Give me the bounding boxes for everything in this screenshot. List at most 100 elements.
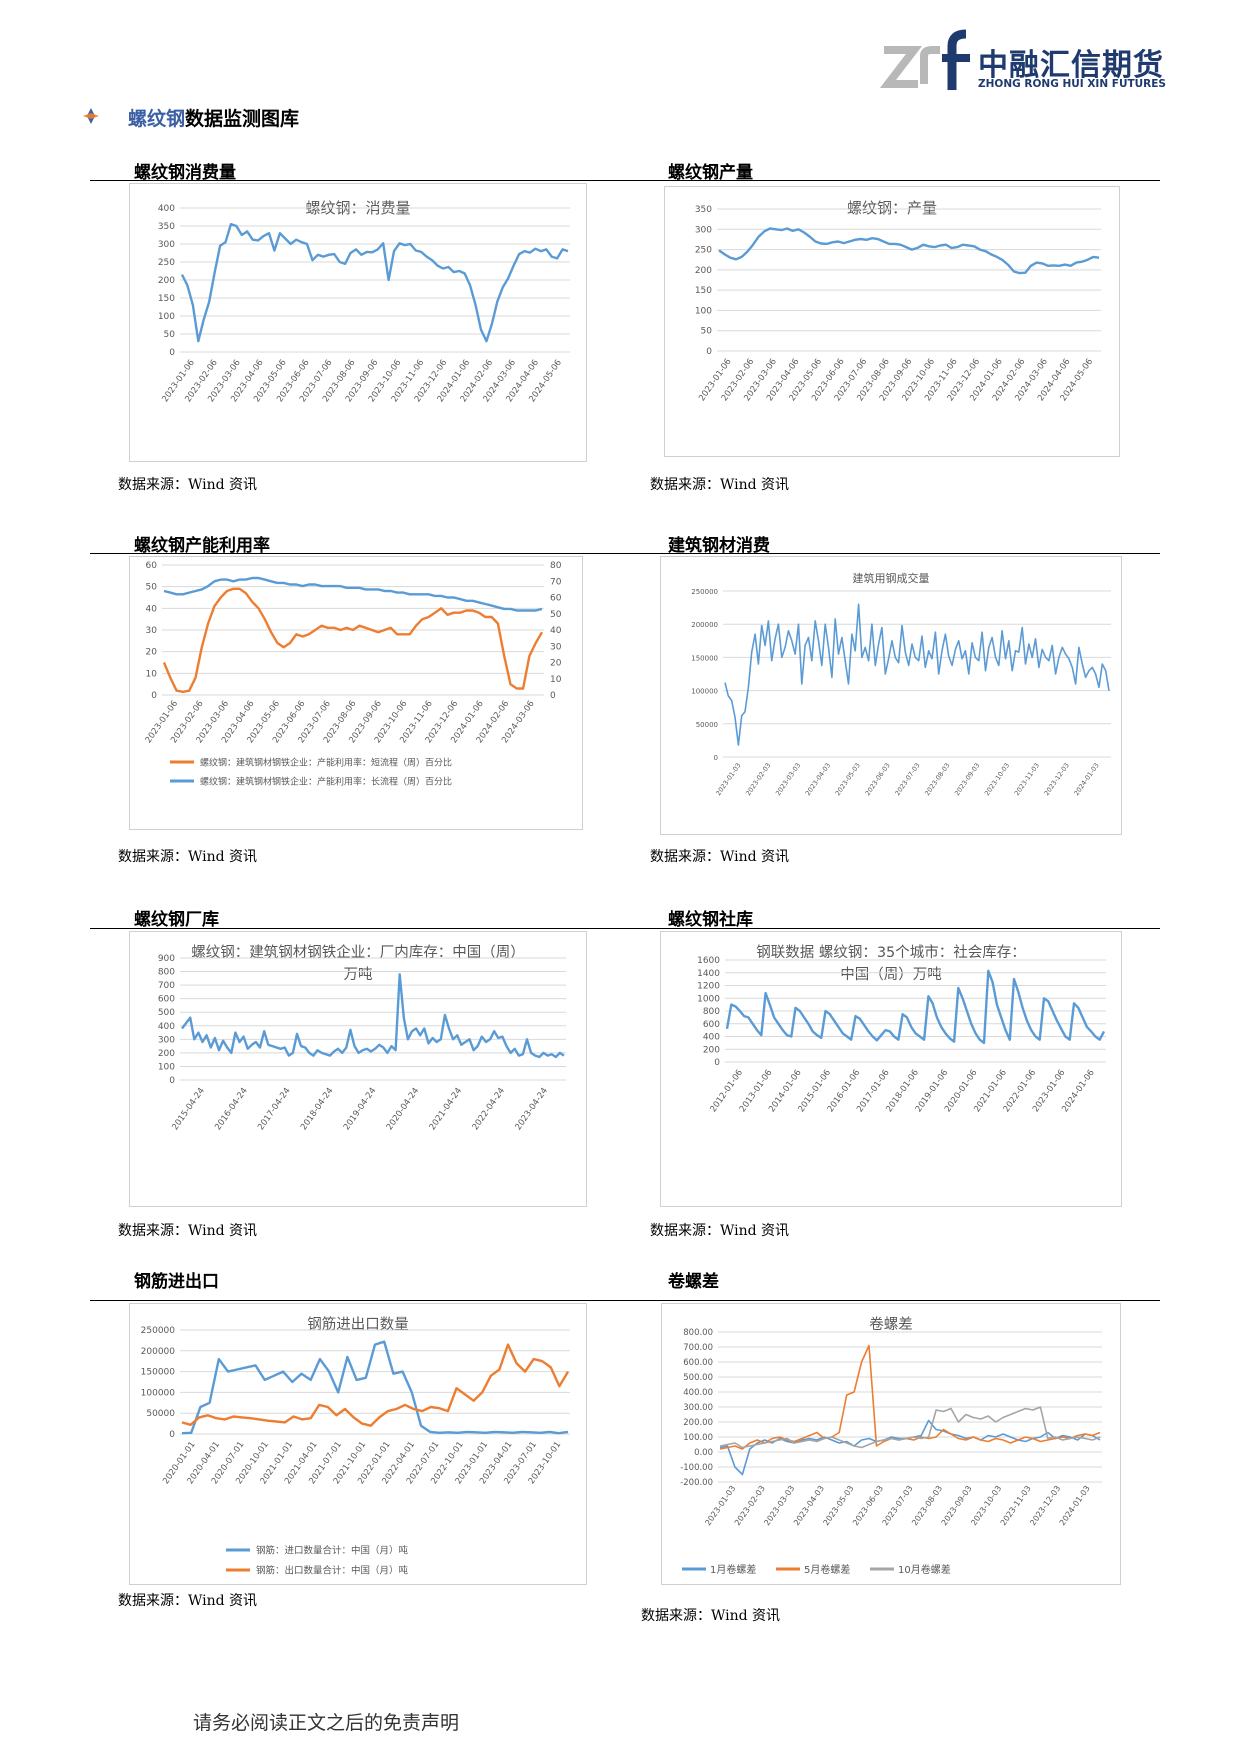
logo-english-name: ZHONG RONG HUI XIN FUTURES bbox=[978, 78, 1166, 90]
y-tick-label: 100 bbox=[158, 312, 175, 322]
series-line bbox=[163, 576, 543, 612]
page-title-highlight: 螺纹钢 bbox=[128, 108, 186, 130]
x-tick-label: 2023-11-03 bbox=[1013, 762, 1041, 798]
disclaimer-footer: 请务必阅读正文之后的免责声明 bbox=[193, 1712, 460, 1734]
x-tick-label: 2020-04-24 bbox=[385, 1086, 422, 1132]
chart-title: 卷螺差 bbox=[869, 1316, 913, 1333]
y-tick-label: 300 bbox=[158, 1035, 175, 1045]
y2-tick-label: 30 bbox=[550, 642, 562, 652]
series-line bbox=[719, 1344, 1101, 1450]
section-title-production: 螺纹钢产量 bbox=[668, 163, 753, 183]
x-tick-label: 2023-08-03 bbox=[923, 762, 951, 798]
chart-title: 钢联数据 螺纹钢：35个城市：社会库存： bbox=[756, 944, 1026, 961]
y-tick-label: 30 bbox=[146, 626, 158, 636]
x-tick-label: 2023-01-03 bbox=[703, 1484, 737, 1527]
y-tick-label: 0 bbox=[714, 754, 718, 762]
y-tick-label: -200.00 bbox=[680, 1478, 713, 1488]
section-title-social-inventory: 螺纹钢社库 bbox=[668, 910, 753, 930]
y2-tick-label: 0 bbox=[550, 691, 556, 701]
x-tick-label: 2023-06-03 bbox=[851, 1484, 885, 1527]
y-tick-label: 400 bbox=[158, 1022, 175, 1032]
data-source: 数据来源：Wind 资讯 bbox=[650, 477, 790, 493]
data-source: 数据来源：Wind 资讯 bbox=[641, 1608, 781, 1624]
y2-tick-label: 60 bbox=[550, 594, 562, 604]
chart-svg: 螺纹钢：建筑钢材钢铁企业：厂内库存：中国（周） 万吨 0 100 200 300 400 50… bbox=[158, 943, 566, 1132]
x-tick-label: 2021-04-24 bbox=[428, 1086, 465, 1132]
chart-svg: 钢联数据 螺纹钢：35个城市：社会库存： 中国（周）万吨 0 200 400 600 800… bbox=[697, 944, 1106, 1114]
series-line bbox=[181, 1343, 570, 1427]
y2-tick-label: 10 bbox=[550, 675, 562, 685]
x-tick-label: 2023-02-03 bbox=[744, 762, 772, 798]
y-tick-label: 500 bbox=[158, 1008, 175, 1018]
chart-title: 建筑用钢成交量 bbox=[853, 571, 930, 585]
diamond-bullet-icon bbox=[83, 108, 99, 124]
legend-label: 螺纹钢：建筑钢材钢铁企业：产能利用率：短流程（周）百分比 bbox=[200, 757, 452, 769]
x-tick-label: 2023-04-03 bbox=[804, 762, 832, 798]
x-tick-label: 2015-04-24 bbox=[170, 1086, 207, 1132]
x-tick-label: 2023-02-03 bbox=[733, 1484, 767, 1527]
x-tick-label: 2023-07-03 bbox=[881, 1484, 915, 1527]
x-tick-label: 2023-07-03 bbox=[893, 762, 921, 798]
y-tick-label: 20 bbox=[146, 648, 158, 658]
y-tick-label: 150000 bbox=[141, 1368, 176, 1378]
x-tick-label: 2019-04-24 bbox=[342, 1086, 379, 1132]
x-tick-label: 2023-04-24 bbox=[513, 1086, 550, 1132]
chart-title: 螺纹钢：建筑钢材钢铁企业：厂内库存：中国（周） bbox=[191, 943, 525, 961]
chart-rebar-production: 螺纹钢：产量 0 50 100 150 200 250 300 350 2023-01-06 202… bbox=[664, 186, 1120, 457]
series-line bbox=[718, 227, 1100, 275]
data-source: 数据来源：Wind 资讯 bbox=[118, 849, 258, 865]
y-tick-label: 800 bbox=[703, 1007, 720, 1017]
series-line bbox=[719, 1419, 1101, 1476]
x-tick-label: 2023-08-03 bbox=[910, 1484, 944, 1527]
y-tick-label: 400 bbox=[158, 204, 175, 214]
x-tick-label: 2022-04-24 bbox=[471, 1086, 508, 1132]
y-tick-label: 300 bbox=[158, 240, 175, 250]
x-tick-label: 2023-10-03 bbox=[969, 1484, 1003, 1527]
y-tick-label: 10 bbox=[146, 669, 158, 679]
y-tick-label: 0 bbox=[706, 347, 712, 357]
chart-svg: 钢筋进出口数量050000100000150000200000250000202… bbox=[141, 1316, 570, 1577]
data-source: 数据来源：Wind 资讯 bbox=[650, 849, 790, 865]
series-line bbox=[181, 973, 565, 1059]
x-tick-label: 2023-12-03 bbox=[1043, 762, 1071, 798]
data-source: 数据来源：Wind 资讯 bbox=[118, 1223, 258, 1239]
y-tick-label: 350 bbox=[695, 205, 712, 215]
y-tick-label: 100 bbox=[695, 306, 712, 316]
y-tick-label: 0 bbox=[169, 348, 175, 358]
x-tick-label: 2023-03-03 bbox=[774, 762, 802, 798]
y-tick-label: 800.00 bbox=[683, 1328, 713, 1338]
series-line bbox=[719, 1406, 1101, 1449]
y2-tick-label: 40 bbox=[550, 626, 562, 636]
y-tick-label: 600 bbox=[158, 995, 175, 1005]
chart-rebar-consumption: 螺纹钢：消费量 0 50 100 150 200 250 300 350 400 2023-01-0… bbox=[129, 183, 587, 462]
y-tick-label: 600.00 bbox=[683, 1358, 713, 1368]
y-tick-label: 0 bbox=[169, 1430, 175, 1440]
y-tick-label: 40 bbox=[146, 604, 158, 614]
y-tick-label: 250 bbox=[695, 246, 712, 256]
y-tick-label: 60 bbox=[146, 561, 158, 571]
legend-label: 5月卷螺差 bbox=[804, 1563, 850, 1576]
section-rule bbox=[90, 553, 1160, 554]
y-tick-label: 200 bbox=[695, 266, 712, 276]
y-tick-label: 400.00 bbox=[683, 1388, 713, 1398]
x-tick-label: 2023-06-03 bbox=[864, 762, 892, 798]
y-tick-label: 300.00 bbox=[683, 1403, 713, 1413]
legend-label: 钢筋：出口数量合计：中国（月）吨 bbox=[256, 1565, 409, 1577]
x-tick-label: 2023-10-03 bbox=[983, 762, 1011, 798]
x-tick-label: 2023-01-03 bbox=[714, 762, 742, 798]
y-tick-label: 200 bbox=[158, 276, 175, 286]
logo-mark-icon bbox=[880, 29, 970, 90]
data-source: 数据来源：Wind 资讯 bbox=[118, 477, 258, 493]
series-line bbox=[725, 969, 1106, 1045]
chart-svg: 螺纹钢：产量0501001502002503003502023-01-06202… bbox=[695, 199, 1101, 403]
x-tick-label: 2023-05-03 bbox=[822, 1484, 856, 1527]
y-tick-label: 100.00 bbox=[683, 1433, 713, 1443]
y-tick-label: 50 bbox=[701, 327, 713, 337]
y-tick-label: 150 bbox=[695, 286, 712, 296]
chart-coil-rebar-spread: 卷螺差 -200.00 -100.00 0.00 100.00 200.00 300.00 4… bbox=[661, 1303, 1121, 1585]
chart-svg: 螺纹钢：消费量0501001502002503003504002023-01-0… bbox=[158, 199, 570, 404]
series-line bbox=[181, 1340, 569, 1435]
chart-rebar-import-export: 钢筋进出口数量 0 50000 100000 150000 200000 250000 202… bbox=[129, 1303, 587, 1585]
chart-social-inventory: 钢联数据 螺纹钢：35个城市：社会库存： 中国（周）万吨 0 200 400 600 800… bbox=[660, 931, 1122, 1207]
y-tick-label: 50 bbox=[146, 583, 158, 593]
